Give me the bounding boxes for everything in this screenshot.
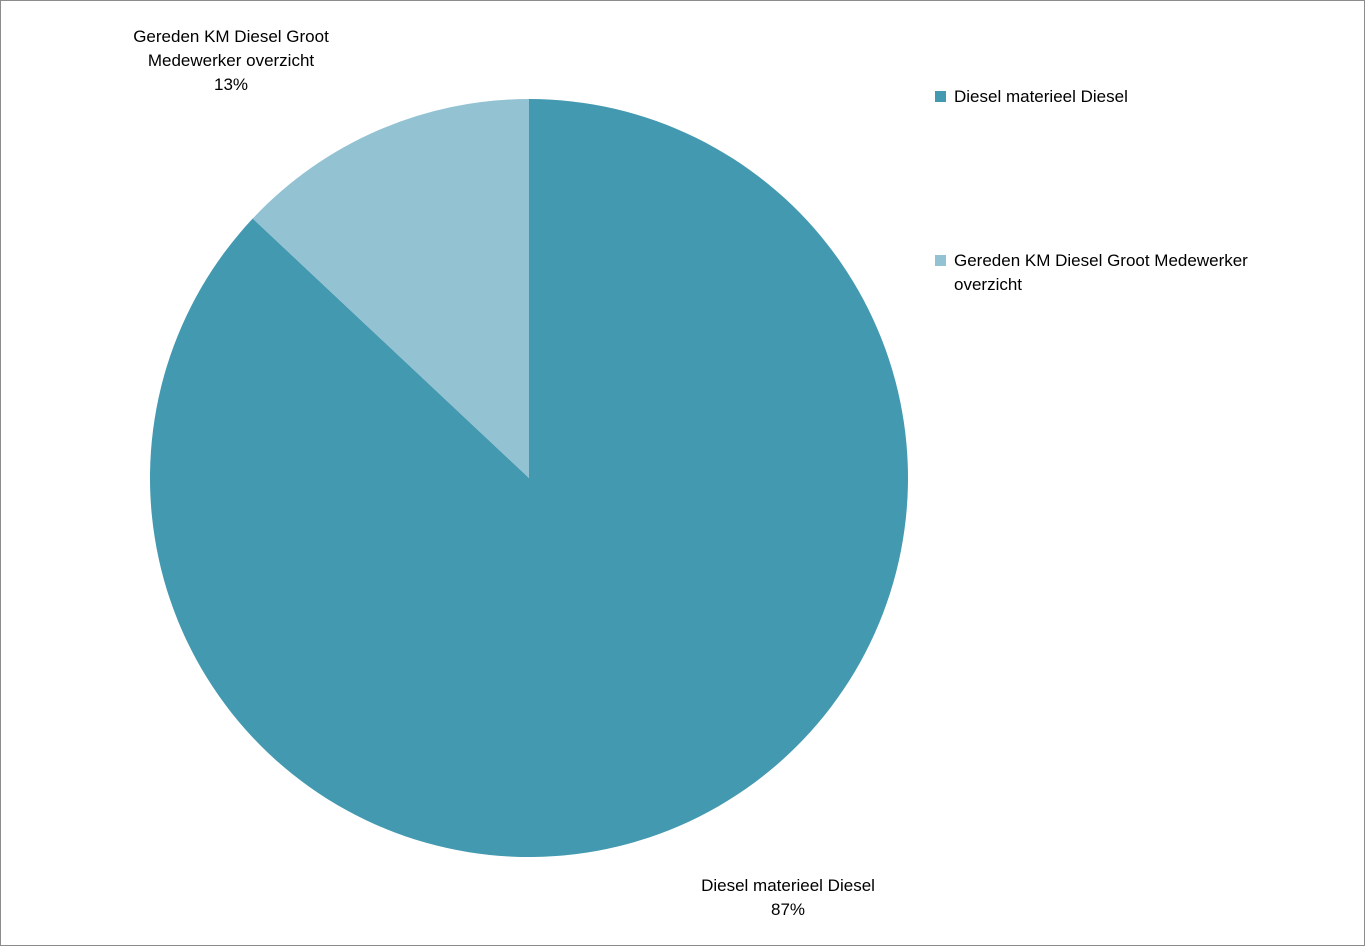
data-label-diesel-materieel-name: Diesel materieel Diesel — [701, 876, 875, 895]
data-label-gereden-km-line1: Gereden KM Diesel Groot — [133, 27, 329, 46]
legend-label-diesel-materieel: Diesel materieel Diesel — [954, 87, 1128, 106]
data-label-diesel-materieel: Diesel materieel Diesel 87% — [613, 874, 963, 922]
data-label-diesel-materieel-percent: 87% — [770, 900, 806, 919]
data-label-gereden-km-line2: Medewerker overzicht — [147, 51, 315, 70]
legend-label-gereden-km: Gereden KM Diesel Groot Medewerker overz… — [954, 251, 1248, 294]
legend-swatch-gereden-km — [935, 255, 946, 266]
legend-item-diesel-materieel: Diesel materieel Diesel — [935, 85, 1335, 109]
legend-item-gereden-km: Gereden KM Diesel Groot Medewerker overz… — [935, 249, 1335, 297]
legend-swatch-diesel-materieel — [935, 91, 946, 102]
pie-slice-1 — [252, 99, 529, 478]
data-label-gereden-km: Gereden KM Diesel Groot Medewerker overz… — [61, 25, 401, 97]
data-label-gereden-km-percent: 13% — [213, 75, 249, 94]
